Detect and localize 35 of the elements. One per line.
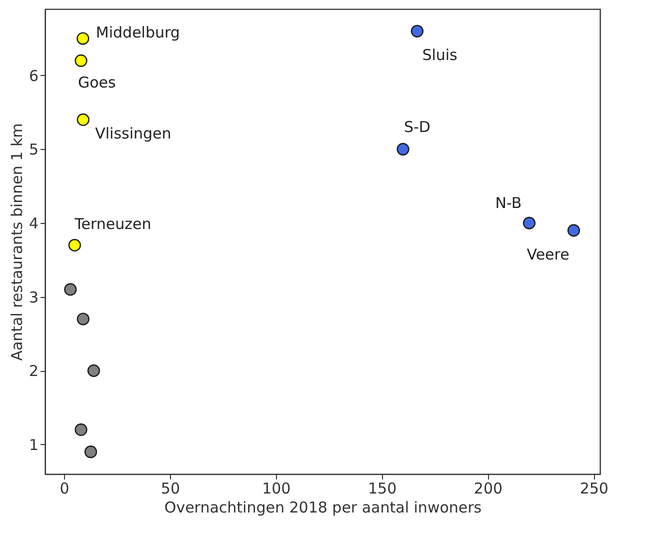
point — [64, 283, 77, 296]
point — [567, 224, 580, 237]
y-tick-label: 3 — [28, 288, 38, 306]
x-axis-title: Overnachtingen 2018 per aantal inwoners — [164, 498, 482, 516]
x-tick-label: 50 — [160, 480, 180, 498]
x-tick-label: 250 — [580, 480, 608, 498]
point — [84, 446, 98, 458]
y-tick-label: 2 — [28, 362, 38, 380]
point — [74, 54, 88, 67]
annotation: S-D — [404, 118, 430, 136]
y-axis-title: Aantal restaurants binnen 1 km — [8, 123, 26, 361]
y-tick-label: 5 — [28, 140, 38, 159]
point — [522, 216, 536, 230]
annotation: Vlissingen — [95, 124, 172, 143]
y-tick-label: 1 — [28, 436, 38, 454]
point — [76, 113, 90, 126]
annotation: N-B — [495, 194, 522, 212]
annotation: Goes — [78, 74, 116, 92]
point — [74, 423, 88, 436]
y-tick-label: 4 — [28, 214, 38, 233]
x-tick-label: 150 — [368, 480, 397, 498]
point — [410, 24, 424, 38]
annotation: Middelburg — [96, 24, 180, 42]
annotation: Veere — [526, 245, 570, 264]
x-tick-label: 200 — [474, 480, 503, 498]
point — [87, 364, 100, 377]
y-tick-label: 6 — [28, 66, 38, 85]
annotation: Terneuzen — [74, 215, 152, 234]
point — [68, 238, 81, 252]
point — [76, 32, 90, 45]
annotation: Sluis — [422, 46, 458, 64]
point — [76, 312, 90, 326]
x-tick-label: 100 — [262, 480, 291, 498]
point — [396, 142, 410, 156]
x-tick-label: 0 — [60, 480, 70, 498]
